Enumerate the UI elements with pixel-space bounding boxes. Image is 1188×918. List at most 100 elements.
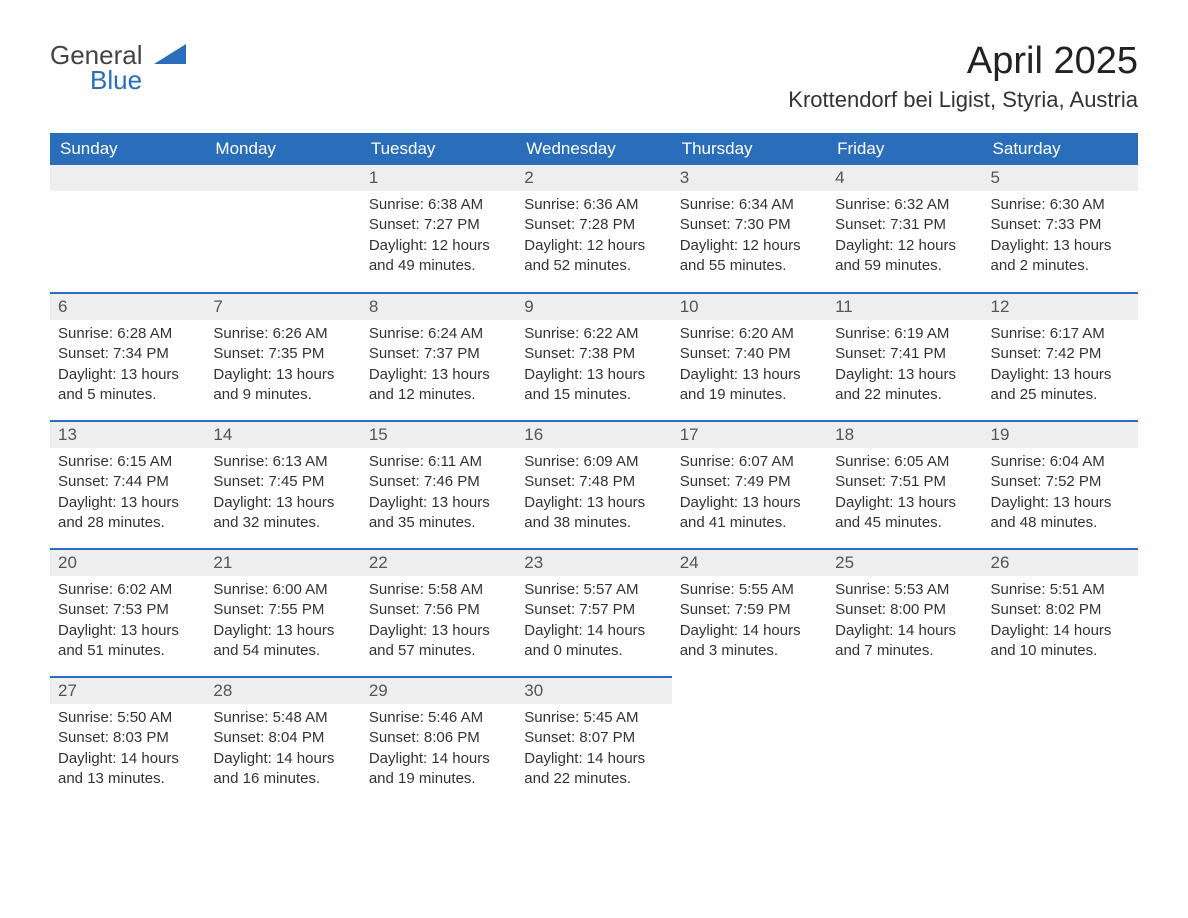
day-number: 6 [50,294,205,320]
sunset-line: Sunset: 7:53 PM [58,600,197,620]
calendar-day-cell: 1Sunrise: 6:38 AMSunset: 7:27 PMDaylight… [361,165,516,293]
calendar-day-cell: 26Sunrise: 5:51 AMSunset: 8:02 PMDayligh… [983,549,1138,677]
day-content: Sunrise: 5:58 AMSunset: 7:56 PMDaylight:… [361,576,516,669]
sunrise-line: Sunrise: 6:11 AM [369,452,508,472]
day-content: Sunrise: 5:57 AMSunset: 7:57 PMDaylight:… [516,576,671,669]
logo: General Blue [50,40,186,96]
daylight-line: Daylight: 13 hours and 51 minutes. [58,621,197,662]
sunset-line: Sunset: 7:40 PM [680,344,819,364]
day-number: 4 [827,165,982,191]
daylight-line: Daylight: 13 hours and 12 minutes. [369,365,508,406]
calendar-day-cell: 30Sunrise: 5:45 AMSunset: 8:07 PMDayligh… [516,677,671,805]
sunrise-line: Sunrise: 6:09 AM [524,452,663,472]
calendar-day-cell: 21Sunrise: 6:00 AMSunset: 7:55 PMDayligh… [205,549,360,677]
location-subtitle: Krottendorf bei Ligist, Styria, Austria [788,87,1138,113]
calendar-day-cell: 27Sunrise: 5:50 AMSunset: 8:03 PMDayligh… [50,677,205,805]
day-number: 25 [827,550,982,576]
day-content: Sunrise: 6:09 AMSunset: 7:48 PMDaylight:… [516,448,671,541]
daylight-line: Daylight: 14 hours and 3 minutes. [680,621,819,662]
day-header: Friday [827,133,982,165]
sunrise-line: Sunrise: 6:04 AM [991,452,1130,472]
day-number: 10 [672,294,827,320]
calendar-week-row: 27Sunrise: 5:50 AMSunset: 8:03 PMDayligh… [50,677,1138,805]
daylight-line: Daylight: 13 hours and 54 minutes. [213,621,352,662]
month-year-title: April 2025 [788,40,1138,83]
day-content: Sunrise: 5:51 AMSunset: 8:02 PMDaylight:… [983,576,1138,669]
day-number: 24 [672,550,827,576]
sunset-line: Sunset: 8:04 PM [213,728,352,748]
sunset-line: Sunset: 7:51 PM [835,472,974,492]
sunrise-line: Sunrise: 5:51 AM [991,580,1130,600]
sunset-line: Sunset: 7:27 PM [369,215,508,235]
sunrise-line: Sunrise: 6:02 AM [58,580,197,600]
calendar-day-cell: 15Sunrise: 6:11 AMSunset: 7:46 PMDayligh… [361,421,516,549]
calendar-empty-cell [672,677,827,805]
day-number: 15 [361,422,516,448]
daylight-line: Daylight: 13 hours and 19 minutes. [680,365,819,406]
day-header: Thursday [672,133,827,165]
day-number: 9 [516,294,671,320]
day-content: Sunrise: 5:48 AMSunset: 8:04 PMDaylight:… [205,704,360,797]
calendar-empty-cell [50,165,205,293]
daylight-line: Daylight: 12 hours and 59 minutes. [835,236,974,277]
sunrise-line: Sunrise: 6:20 AM [680,324,819,344]
day-number: 27 [50,678,205,704]
daylight-line: Daylight: 14 hours and 0 minutes. [524,621,663,662]
sunset-line: Sunset: 7:41 PM [835,344,974,364]
day-number: 11 [827,294,982,320]
day-content: Sunrise: 6:13 AMSunset: 7:45 PMDaylight:… [205,448,360,541]
empty-day-band [205,165,360,191]
calendar-day-cell: 5Sunrise: 6:30 AMSunset: 7:33 PMDaylight… [983,165,1138,293]
calendar-week-row: 20Sunrise: 6:02 AMSunset: 7:53 PMDayligh… [50,549,1138,677]
daylight-line: Daylight: 13 hours and 32 minutes. [213,493,352,534]
day-number: 22 [361,550,516,576]
calendar-day-cell: 14Sunrise: 6:13 AMSunset: 7:45 PMDayligh… [205,421,360,549]
sunset-line: Sunset: 7:45 PM [213,472,352,492]
sunrise-line: Sunrise: 5:46 AM [369,708,508,728]
sunrise-line: Sunrise: 6:17 AM [991,324,1130,344]
sunrise-line: Sunrise: 6:13 AM [213,452,352,472]
day-number: 5 [983,165,1138,191]
sunrise-line: Sunrise: 6:30 AM [991,195,1130,215]
day-number: 21 [205,550,360,576]
day-header: Tuesday [361,133,516,165]
day-content: Sunrise: 6:07 AMSunset: 7:49 PMDaylight:… [672,448,827,541]
day-content: Sunrise: 6:05 AMSunset: 7:51 PMDaylight:… [827,448,982,541]
day-header: Monday [205,133,360,165]
sunrise-line: Sunrise: 6:00 AM [213,580,352,600]
sunrise-line: Sunrise: 5:53 AM [835,580,974,600]
day-number: 20 [50,550,205,576]
sunset-line: Sunset: 7:44 PM [58,472,197,492]
day-content: Sunrise: 6:04 AMSunset: 7:52 PMDaylight:… [983,448,1138,541]
calendar-day-cell: 3Sunrise: 6:34 AMSunset: 7:30 PMDaylight… [672,165,827,293]
daylight-line: Daylight: 13 hours and 35 minutes. [369,493,508,534]
day-number: 29 [361,678,516,704]
day-content: Sunrise: 5:45 AMSunset: 8:07 PMDaylight:… [516,704,671,797]
day-number: 30 [516,678,671,704]
sunrise-line: Sunrise: 5:45 AM [524,708,663,728]
sunset-line: Sunset: 7:34 PM [58,344,197,364]
daylight-line: Daylight: 14 hours and 13 minutes. [58,749,197,790]
calendar-day-cell: 7Sunrise: 6:26 AMSunset: 7:35 PMDaylight… [205,293,360,421]
sunrise-line: Sunrise: 6:05 AM [835,452,974,472]
day-number: 17 [672,422,827,448]
title-block: April 2025 Krottendorf bei Ligist, Styri… [788,40,1138,113]
day-content: Sunrise: 6:19 AMSunset: 7:41 PMDaylight:… [827,320,982,413]
day-content: Sunrise: 6:36 AMSunset: 7:28 PMDaylight:… [516,191,671,284]
sunset-line: Sunset: 7:28 PM [524,215,663,235]
calendar-day-cell: 6Sunrise: 6:28 AMSunset: 7:34 PMDaylight… [50,293,205,421]
sunrise-line: Sunrise: 6:28 AM [58,324,197,344]
calendar-day-cell: 25Sunrise: 5:53 AMSunset: 8:00 PMDayligh… [827,549,982,677]
daylight-line: Daylight: 13 hours and 28 minutes. [58,493,197,534]
sunrise-line: Sunrise: 6:32 AM [835,195,974,215]
sunset-line: Sunset: 7:37 PM [369,344,508,364]
calendar-body: 1Sunrise: 6:38 AMSunset: 7:27 PMDaylight… [50,165,1138,805]
calendar-day-cell: 16Sunrise: 6:09 AMSunset: 7:48 PMDayligh… [516,421,671,549]
day-number: 28 [205,678,360,704]
day-content: Sunrise: 6:17 AMSunset: 7:42 PMDaylight:… [983,320,1138,413]
day-number: 18 [827,422,982,448]
sunset-line: Sunset: 7:59 PM [680,600,819,620]
calendar-day-cell: 13Sunrise: 6:15 AMSunset: 7:44 PMDayligh… [50,421,205,549]
day-header-row: SundayMondayTuesdayWednesdayThursdayFrid… [50,133,1138,165]
calendar-table: SundayMondayTuesdayWednesdayThursdayFrid… [50,133,1138,805]
